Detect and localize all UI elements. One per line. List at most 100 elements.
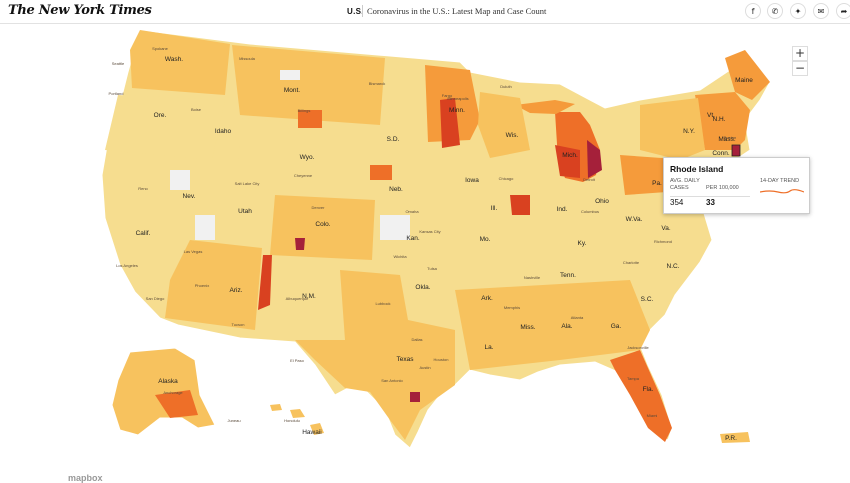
state-label: Ark. [481,295,493,302]
no-data-kansas [380,215,410,240]
mn-hotspot [440,98,460,148]
whatsapp-icon[interactable]: ✆ [767,3,783,19]
city-label: Atlanta [571,315,584,320]
city-label: Cheyenne [294,173,313,178]
mapbox-attribution[interactable]: mapbox [68,473,103,483]
state-label: Ala. [561,323,572,330]
south [455,280,650,370]
state-label: Mass. [718,136,736,143]
state-label: Colo. [315,221,330,228]
city-label: Austin [419,365,430,370]
state-label: Maine [735,77,753,84]
city-label: Dallas [411,337,422,342]
co-hotspot [295,238,305,250]
city-label: Juneau [227,418,240,423]
michigan-up [515,100,575,114]
city-label: Tulsa [427,266,437,271]
state-label: Ariz. [230,287,243,294]
city-label: Los Angeles [116,263,138,268]
city-label: Anchorage [163,390,183,395]
zoom-out-button[interactable]: − [792,61,808,76]
mi-hotspot [555,145,580,178]
maine [725,50,770,100]
city-label: San Diego [146,296,165,301]
city-label: Billings [298,108,311,113]
per-100k-label: PER 100,000 [706,185,739,191]
city-label: Spokane [152,46,169,51]
city-label: Wichita [393,254,407,259]
city-label: San Antonio [381,378,403,383]
new-york [640,98,705,160]
city-label: Miami [647,413,658,418]
nm-hotspot [258,255,272,310]
email-icon[interactable]: ✉ [813,3,829,19]
facebook-icon[interactable]: f [745,3,761,19]
state-label: Fla. [643,386,654,393]
ri-highlight [731,144,741,157]
city-label: Charlotte [623,260,640,265]
state-label: Neb. [389,186,403,193]
city-label: Boise [191,107,202,112]
state-label: Ill. [491,205,498,212]
city-label: Fargo [442,93,453,98]
state-label: Ind. [557,206,568,213]
city-label: Seattle [112,61,125,66]
alaska-hotspot [155,390,198,418]
state-label: Ky. [578,240,587,247]
il-hotspot [510,195,530,215]
city-label: El Paso [290,358,305,363]
state-label: La. [484,344,493,351]
city-label: Tampa [627,376,640,381]
state-label: Miss. [520,324,535,331]
state-label: Mo. [480,236,491,243]
oregon [105,95,225,160]
state-label: N.Y. [683,128,695,135]
state-label: Wis. [506,132,519,139]
tooltip-divider [670,196,750,197]
top-bar: The New York Times U.S. Coronavirus in t… [0,0,850,24]
state-label: Hawaii [302,429,322,436]
twitter-icon[interactable]: ✦ [790,3,806,19]
ne-hotspot [370,165,392,180]
state-label: Ore. [154,112,167,119]
share-arrow-icon[interactable]: ➦ [836,3,850,19]
header-divider [362,5,363,17]
city-label: Salt Lake City [235,181,260,186]
trend-label: 14-DAY TREND [760,178,800,184]
state-label: N.H. [713,116,726,123]
city-label: Nashville [524,275,541,280]
zoom-in-button[interactable]: + [792,46,808,61]
state-label: Ohio [595,198,609,205]
state-label: Iowa [465,177,479,184]
city-label: Detroit [583,177,596,182]
arizona [165,240,262,330]
state-label: Ga. [611,323,622,330]
new-england [695,92,750,150]
texas-hotspot [410,392,420,402]
state-label: Texas [397,356,415,363]
state-label: Wyo. [300,154,315,161]
state-label: Wash. [165,56,183,63]
wy-hotspot [298,110,322,128]
city-label: Albuquerque [286,296,309,301]
state-label: Tenn. [560,272,576,279]
wyoming [238,118,350,195]
state-label: P.R. [725,435,737,442]
no-data-nevada [170,170,190,190]
no-data-utah [195,215,215,240]
covid-case-map[interactable]: Wash. Mont. Minn. Maine Ore. Idaho Wyo. S.D. Wis… [0,24,850,483]
state-label: W.Va. [626,216,643,223]
avg-daily-value: 354 [670,198,684,207]
wisconsin [478,92,530,158]
state-label: Okla. [415,284,430,291]
nyt-logo[interactable]: The New York Times [8,3,152,18]
section-label[interactable]: U.S. [347,7,364,16]
montana [232,45,385,125]
us-map-svg[interactable]: Wash. Mont. Minn. Maine Ore. Idaho Wyo. S.D. Wis… [0,24,850,458]
michigan-thumb [587,140,602,178]
city-label: Denver [312,205,326,210]
state-label: S.D. [387,136,400,143]
state-label: Alaska [158,378,178,385]
city-label: Kansas City [419,229,440,234]
city-label: Minneapolis [447,96,468,101]
